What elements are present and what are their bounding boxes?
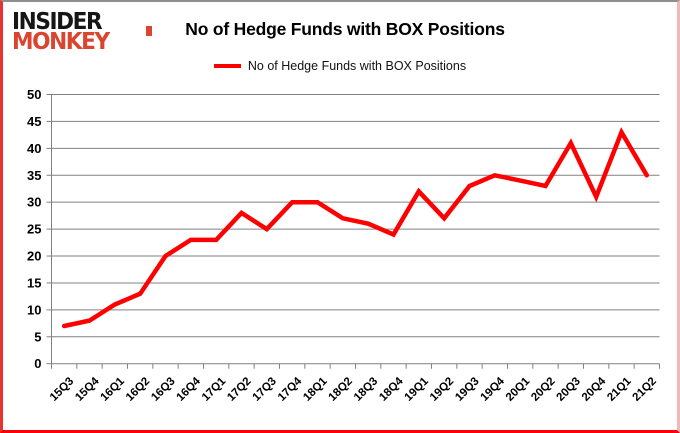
svg-text:35: 35 <box>27 168 41 183</box>
svg-text:0: 0 <box>34 356 41 371</box>
svg-text:20Q4: 20Q4 <box>580 375 609 404</box>
svg-text:16Q3: 16Q3 <box>149 375 177 403</box>
logo-accent-mark <box>146 26 152 36</box>
svg-text:17Q4: 17Q4 <box>276 375 305 404</box>
svg-text:19Q4: 19Q4 <box>479 375 508 404</box>
svg-text:21Q1: 21Q1 <box>605 375 634 404</box>
svg-text:18Q3: 18Q3 <box>352 375 380 403</box>
svg-text:20Q3: 20Q3 <box>555 375 583 403</box>
svg-text:18Q1: 18Q1 <box>301 375 330 404</box>
svg-text:18Q4: 18Q4 <box>377 375 406 404</box>
svg-text:5: 5 <box>34 329 41 344</box>
insider-monkey-logo: INSIDER MONKEY <box>12 9 110 55</box>
svg-text:10: 10 <box>27 302 41 317</box>
svg-text:16Q2: 16Q2 <box>124 375 152 403</box>
chart-title: No of Hedge Funds with BOX Positions <box>185 19 505 39</box>
legend: No of Hedge Funds with BOX Positions <box>3 59 677 73</box>
svg-text:15Q4: 15Q4 <box>73 375 102 404</box>
logo-text-insider: INSIDER <box>12 9 103 35</box>
svg-text:17Q1: 17Q1 <box>200 375 229 404</box>
svg-text:20Q1: 20Q1 <box>504 375 533 404</box>
svg-text:25: 25 <box>27 222 41 237</box>
svg-text:19Q2: 19Q2 <box>428 375 456 403</box>
svg-text:19Q3: 19Q3 <box>453 375 481 403</box>
svg-text:16Q4: 16Q4 <box>175 375 204 404</box>
svg-text:19Q1: 19Q1 <box>403 375 432 404</box>
svg-text:16Q1: 16Q1 <box>99 375 128 404</box>
svg-text:20Q2: 20Q2 <box>529 375 557 403</box>
svg-text:21Q2: 21Q2 <box>631 375 659 403</box>
svg-text:17Q2: 17Q2 <box>225 375 253 403</box>
line-chart: 0 5 10 15 20 25 30 35 40 45 50 15Q315Q416Q116Q216Q3… <box>27 87 660 404</box>
svg-text:15: 15 <box>27 275 41 290</box>
svg-text:18Q2: 18Q2 <box>327 375 355 403</box>
legend-label: No of Hedge Funds with BOX Positions <box>247 59 467 73</box>
svg-text:50: 50 <box>27 87 41 102</box>
svg-text:40: 40 <box>27 141 41 156</box>
svg-text:30: 30 <box>27 195 41 210</box>
legend-line-swatch <box>213 64 241 68</box>
svg-text:20: 20 <box>27 249 41 264</box>
svg-text:15Q3: 15Q3 <box>48 375 76 403</box>
svg-text:17Q3: 17Q3 <box>251 375 279 403</box>
svg-text:45: 45 <box>27 114 41 129</box>
logo-text-monkey: MONKEY <box>12 28 110 55</box>
